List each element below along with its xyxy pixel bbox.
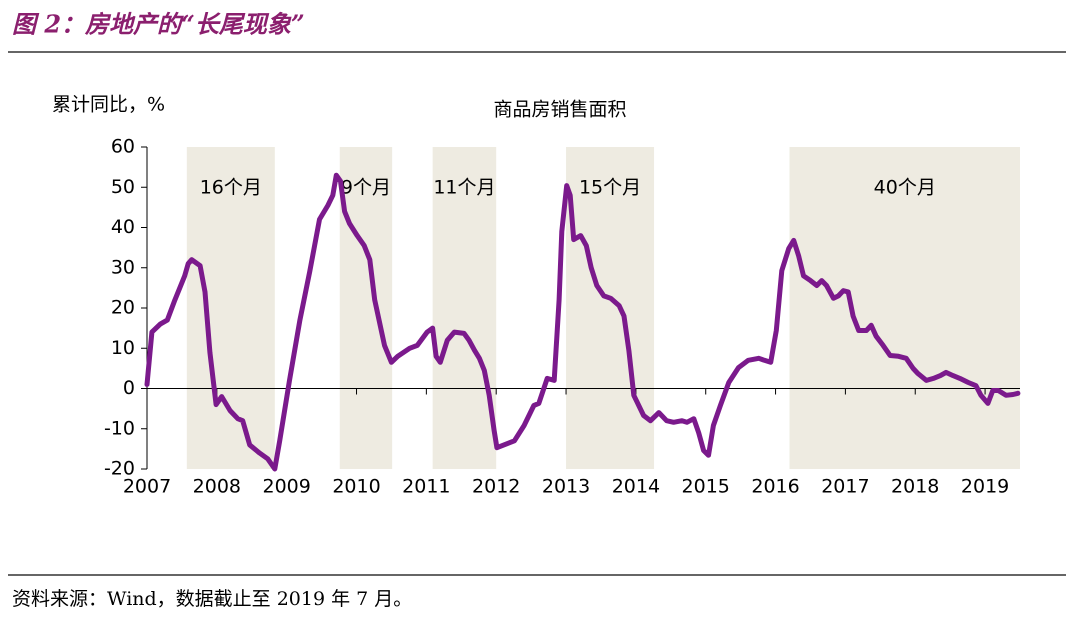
y-tick-label: 10 (111, 337, 135, 359)
x-tick-label: 2014 (612, 476, 660, 498)
x-tick-label: 2010 (332, 476, 380, 498)
x-tick-label: 2015 (682, 476, 730, 498)
y-tick-label: 0 (123, 377, 135, 399)
y-tick-label: 50 (111, 176, 135, 198)
x-tick-label: 2019 (961, 476, 1009, 498)
page-title: 图 2：房地产的“长尾现象” (12, 10, 305, 39)
x-tick-label: 2016 (751, 476, 799, 498)
shaded-period (566, 147, 655, 469)
x-tick-label: 2007 (123, 476, 171, 498)
period-label: 15个月 (579, 177, 641, 199)
y-tick-label: 60 (111, 136, 135, 158)
x-tick-label: 2017 (821, 476, 869, 498)
source-note: 资料来源：Wind，数据截止至 2019 年 7 月。 (12, 588, 412, 610)
period-label: 40个月 (874, 177, 936, 199)
y-tick-label: -20 (104, 458, 135, 480)
y-axis-label: 累计同比，% (52, 94, 165, 116)
period-label: 11个月 (433, 177, 495, 199)
x-tick-label: 2009 (263, 476, 311, 498)
x-tick-label: 2012 (472, 476, 520, 498)
x-tick-label: 2018 (891, 476, 939, 498)
x-tick-label: 2008 (193, 476, 241, 498)
x-tick-label: 2013 (542, 476, 590, 498)
chart-title: 商品房销售面积 (493, 99, 626, 121)
y-tick-label: -10 (104, 417, 135, 439)
data-line (144, 172, 1021, 472)
shaded-period (789, 147, 1020, 469)
shaded-period (432, 147, 497, 469)
y-tick-label: 30 (111, 256, 135, 278)
shaded-period (186, 147, 275, 469)
y-tick-label: 20 (111, 297, 135, 319)
shaded-period (339, 147, 393, 469)
period-label: 9个月 (341, 177, 391, 199)
x-tick-label: 2011 (402, 476, 450, 498)
y-tick-label: 40 (111, 216, 135, 238)
period-label: 16个月 (200, 177, 262, 199)
